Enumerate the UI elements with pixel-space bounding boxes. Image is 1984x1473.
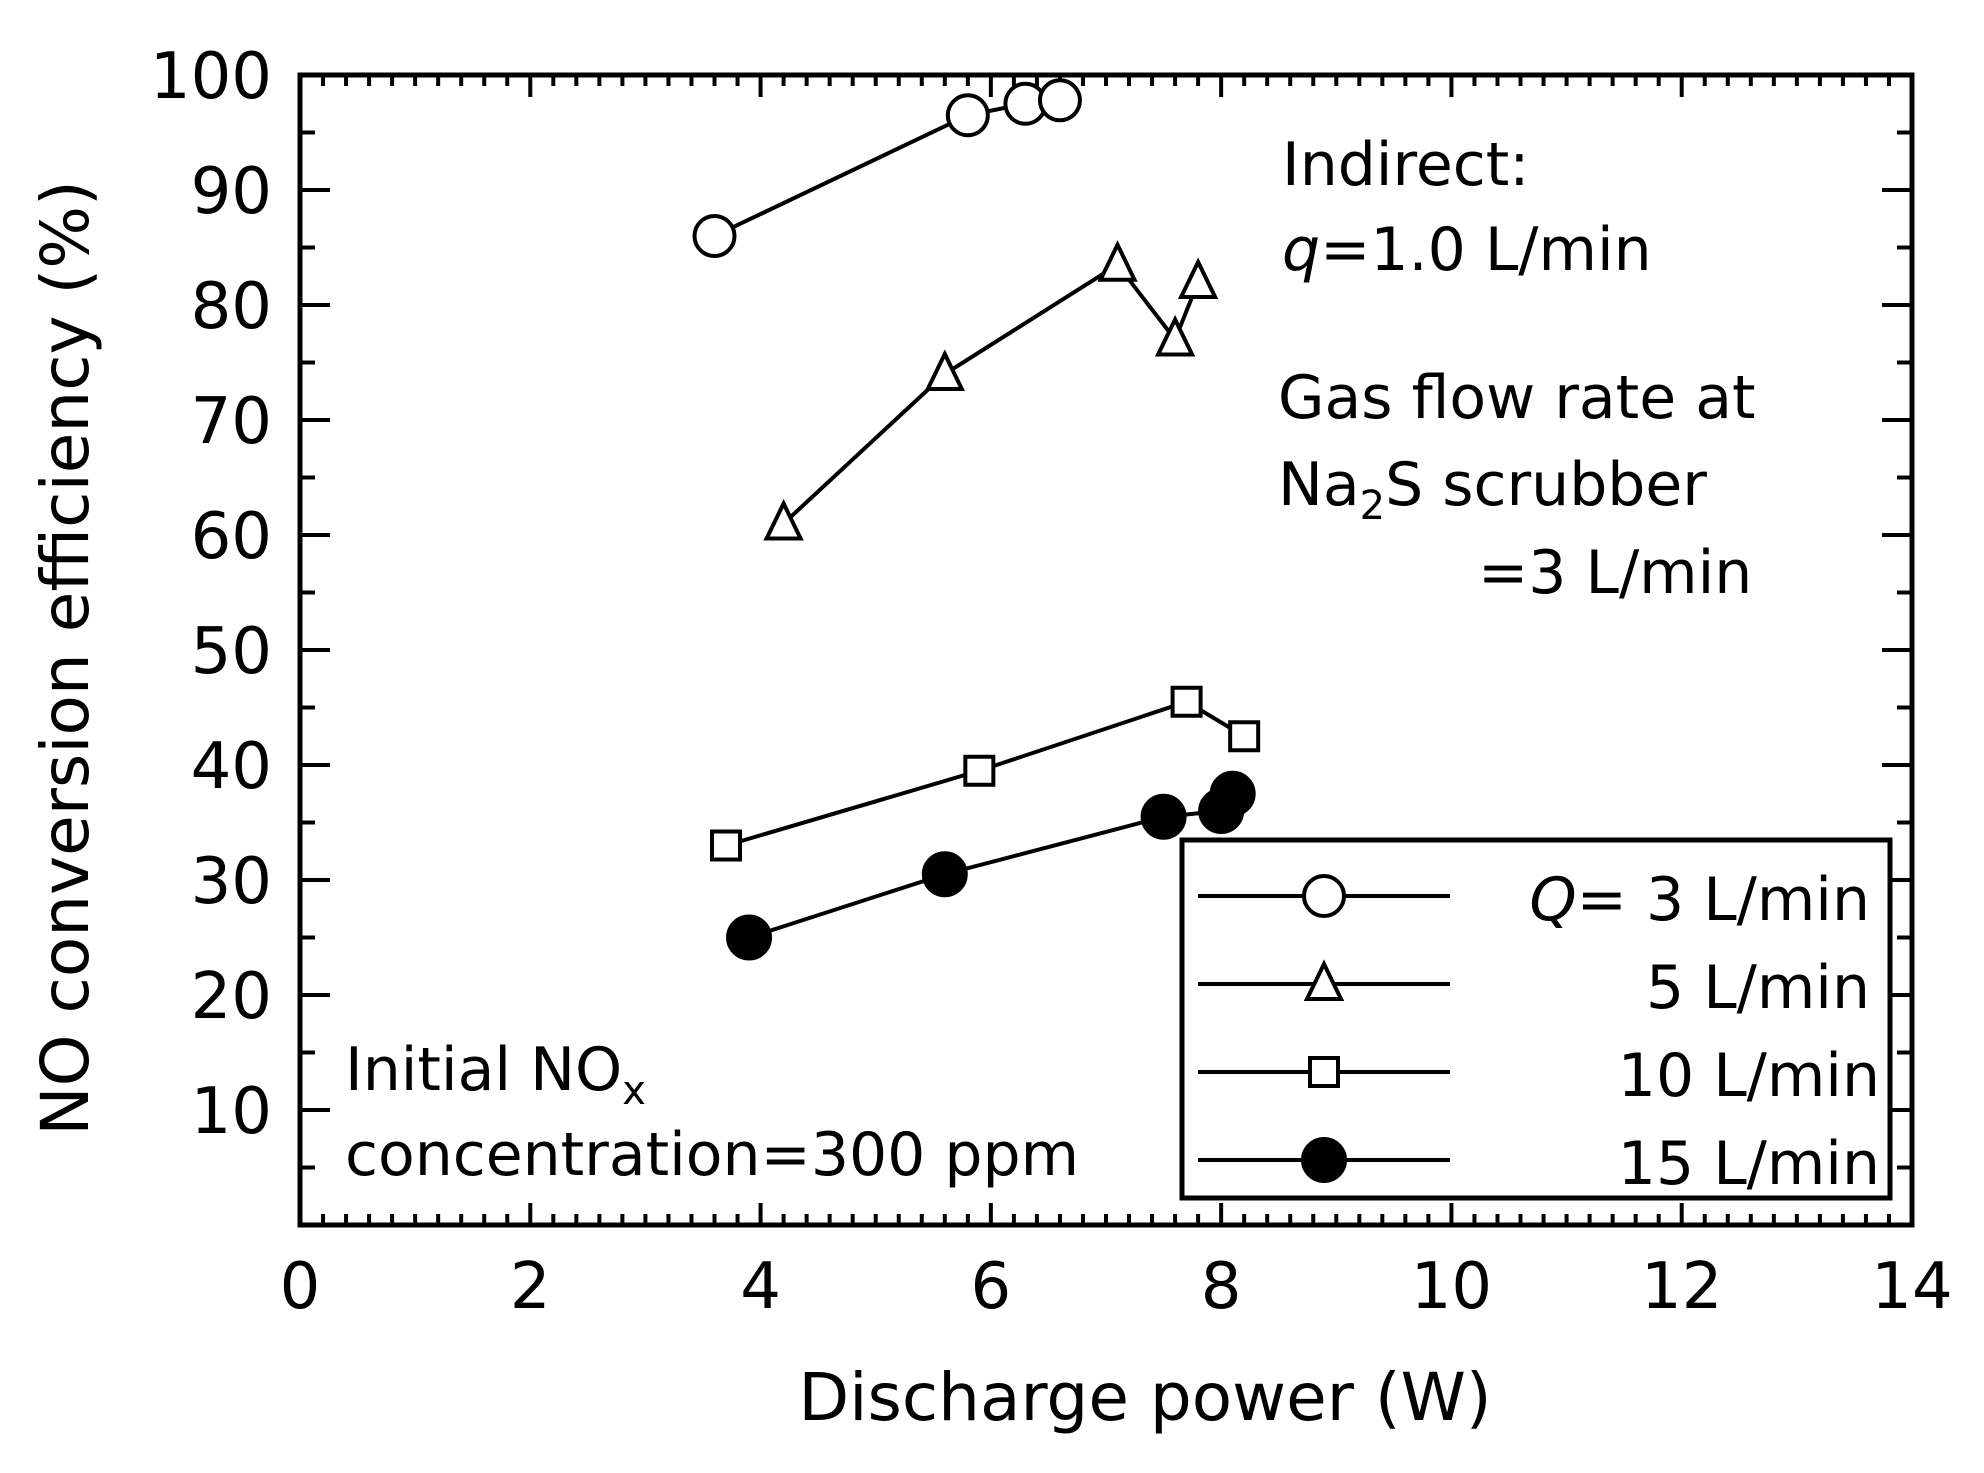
- annotation-scrubber-flow: =3 L/min: [1478, 538, 1752, 608]
- x-tick-label: 12: [1641, 1250, 1722, 1324]
- series-2: [710, 685, 1261, 862]
- data-point: [1177, 257, 1219, 299]
- y-tick-label: 80: [191, 270, 272, 344]
- annotation-indirect: Indirect:: [1282, 130, 1529, 200]
- x-tick-label: 10: [1411, 1250, 1492, 1324]
- data-point: [726, 914, 773, 961]
- series-line: [713, 98, 1061, 238]
- legend: Q= 3 L/min 5 L/min 10 L/min 15 L/min: [1179, 837, 1893, 1201]
- x-tick-label: 2: [510, 1250, 551, 1324]
- annotation-scrubber-text: S scrubber: [1385, 450, 1707, 520]
- y-tick-label: 40: [191, 730, 272, 804]
- annotation-gas-flow: Gas flow rate at: [1278, 363, 1755, 433]
- annotation-na-sub: 2: [1360, 483, 1385, 529]
- annotation-initial: Initial NOx: [345, 1035, 646, 1114]
- annotation-flow-q-value: =1.0 L/min: [1320, 215, 1652, 285]
- legend-q-eq: =: [1577, 865, 1627, 935]
- y-tick-label: 90: [191, 155, 272, 229]
- x-tick-label: 6: [970, 1250, 1011, 1324]
- legend-rows: [1198, 874, 1450, 1183]
- legend-marker: [1308, 1056, 1340, 1088]
- legend-marker: [1303, 959, 1345, 1001]
- data-point: [1170, 685, 1203, 718]
- x-axis-title: Discharge power (W): [798, 1359, 1491, 1436]
- legend-label-q10: 10 L/min: [1618, 1041, 1880, 1111]
- legend-marker: [1302, 874, 1346, 918]
- x-tick-label: 8: [1201, 1250, 1242, 1324]
- series-0: [692, 78, 1082, 258]
- y-tick-label: 100: [150, 40, 272, 114]
- y-tick-label: 60: [191, 500, 272, 574]
- data-point: [945, 93, 990, 138]
- tick-labels: 0 2 4 6 8 10 12 14 10 20 30 40 50 60 70 80 90 100: [150, 40, 1953, 1324]
- series-line: [725, 699, 1246, 848]
- y-tick-label: 30: [191, 845, 272, 919]
- series-line: [782, 262, 1200, 525]
- data-point: [710, 829, 743, 862]
- y-axis-title: NO conversion efficiency (%): [27, 180, 104, 1136]
- annotation-initial-sub: x: [622, 1068, 646, 1114]
- y-tick-label: 50: [191, 615, 272, 689]
- legend-label-q3: Q= 3 L/min: [1529, 865, 1870, 935]
- data-point: [1037, 78, 1082, 123]
- x-tick-label: 0: [280, 1250, 321, 1324]
- annotation-initial-text: Initial NO: [345, 1035, 622, 1105]
- annotation-concentration: concentration=300 ppm: [345, 1120, 1079, 1190]
- data-point: [692, 214, 737, 258]
- data-point: [1209, 770, 1256, 817]
- legend-label-q15: 15 L/min: [1618, 1129, 1880, 1199]
- annotation-na: Na: [1278, 450, 1360, 520]
- data-point: [921, 851, 968, 898]
- data-point: [963, 754, 996, 787]
- annotation-flow-q: q=1.0 L/min: [1282, 215, 1652, 285]
- data-point: [1154, 314, 1196, 357]
- x-tick-label: 4: [740, 1250, 781, 1324]
- y-tick-label: 70: [191, 385, 272, 459]
- data-point: [924, 349, 965, 391]
- data-point: [1140, 793, 1187, 840]
- axis-layer: [297, 72, 1915, 1228]
- legend-label-q5: 5 L/min: [1646, 953, 1870, 1023]
- annotation-scrubber: Na2S scrubber: [1278, 450, 1707, 529]
- series-3: [726, 770, 1256, 961]
- series-layer: [692, 78, 1261, 961]
- legend-marker: [1301, 1137, 1347, 1183]
- y-tick-label: 20: [191, 960, 272, 1034]
- data-point: [1097, 240, 1138, 282]
- legend-q-value: 3 L/min: [1627, 865, 1870, 935]
- series-1: [763, 240, 1219, 541]
- x-tick-label: 14: [1871, 1250, 1952, 1324]
- annotation-flow-q-symbol: q: [1282, 215, 1320, 285]
- legend-box: [1179, 837, 1893, 1201]
- data-point: [763, 498, 804, 541]
- data-point: [1228, 720, 1261, 753]
- y-tick-label: 10: [191, 1075, 272, 1149]
- legend-q-symbol: Q: [1529, 865, 1576, 935]
